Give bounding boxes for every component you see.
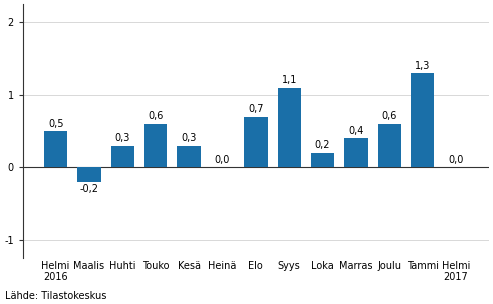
Bar — [278, 88, 301, 168]
Text: 0,2: 0,2 — [315, 140, 330, 150]
Text: 0,7: 0,7 — [248, 104, 264, 114]
Text: 0,3: 0,3 — [181, 133, 197, 143]
Text: 1,3: 1,3 — [415, 60, 430, 71]
Bar — [311, 153, 334, 168]
Bar — [144, 124, 168, 168]
Text: 0,3: 0,3 — [115, 133, 130, 143]
Text: Lähde: Tilastokeskus: Lähde: Tilastokeskus — [5, 291, 106, 301]
Bar — [244, 117, 268, 168]
Bar — [77, 168, 101, 182]
Bar — [411, 73, 434, 168]
Text: 0,6: 0,6 — [382, 111, 397, 121]
Bar — [177, 146, 201, 168]
Text: 0,0: 0,0 — [215, 155, 230, 165]
Text: 0,5: 0,5 — [48, 119, 64, 129]
Bar — [344, 138, 368, 168]
Text: 0,4: 0,4 — [348, 126, 364, 136]
Bar — [111, 146, 134, 168]
Bar — [44, 131, 68, 168]
Text: 1,1: 1,1 — [282, 75, 297, 85]
Text: -0,2: -0,2 — [79, 185, 99, 194]
Text: 0,0: 0,0 — [448, 155, 463, 165]
Bar — [378, 124, 401, 168]
Text: 0,6: 0,6 — [148, 111, 164, 121]
